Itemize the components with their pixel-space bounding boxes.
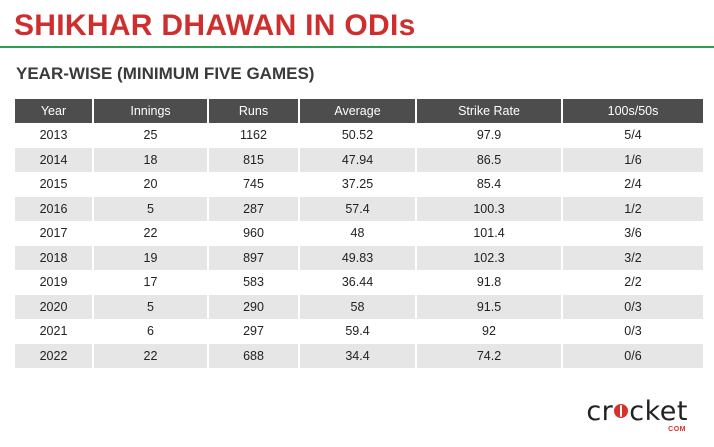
cell-strike-rate: 101.4	[417, 221, 561, 246]
cell-year: 2014	[15, 147, 92, 172]
cell-runs: 583	[209, 270, 298, 295]
table-row: 2019 17 583 36.44 91.8 2/2	[15, 270, 703, 295]
cell-innings: 18	[94, 147, 207, 172]
cell-hundreds-fifties: 3/6	[563, 221, 703, 246]
page-title: SHIKHAR DHAWAN IN ODIs	[14, 9, 416, 42]
cell-strike-rate: 91.5	[417, 294, 561, 319]
cell-innings: 25	[94, 123, 207, 148]
cell-average: 50.52	[300, 123, 415, 148]
table-row: 2013 25 1162 50.52 97.9 5/4	[15, 123, 703, 148]
cell-average: 59.4	[300, 319, 415, 344]
logo-domain: COM	[668, 426, 686, 433]
logo-text-start: cr	[586, 396, 614, 427]
cell-hundreds-fifties: 5/4	[563, 123, 703, 148]
logo-text-end: cket	[629, 396, 688, 427]
cell-runs: 290	[209, 294, 298, 319]
cell-runs: 745	[209, 172, 298, 197]
cell-innings: 22	[94, 343, 207, 368]
cell-year: 2019	[15, 270, 92, 295]
stats-table: Year Innings Runs Average Strike Rate 10…	[13, 99, 705, 368]
title-divider	[0, 46, 714, 48]
table-body: 2013 25 1162 50.52 97.9 5/4 2014 18 815 47.94 86.5…	[15, 123, 703, 368]
column-header-hundreds-fifties: 100s/50s	[563, 99, 703, 123]
column-header-year: Year	[15, 99, 92, 123]
cell-year: 2018	[15, 245, 92, 270]
cell-innings: 20	[94, 172, 207, 197]
header-row: Year Innings Runs Average Strike Rate 10…	[15, 99, 703, 123]
cell-average: 37.25	[300, 172, 415, 197]
table-row: 2014 18 815 47.94 86.5 1/6	[15, 147, 703, 172]
cell-hundreds-fifties: 1/2	[563, 196, 703, 221]
cell-hundreds-fifties: 3/2	[563, 245, 703, 270]
cell-strike-rate: 74.2	[417, 343, 561, 368]
cell-strike-rate: 92	[417, 319, 561, 344]
cell-year: 2016	[15, 196, 92, 221]
table-header: Year Innings Runs Average Strike Rate 10…	[15, 99, 703, 123]
cell-strike-rate: 97.9	[417, 123, 561, 148]
cell-hundreds-fifties: 2/2	[563, 270, 703, 295]
cell-year: 2020	[15, 294, 92, 319]
cell-innings: 6	[94, 319, 207, 344]
table-subtitle: YEAR-WISE (MINIMUM FIVE GAMES)	[16, 64, 315, 83]
cell-innings: 19	[94, 245, 207, 270]
cell-hundreds-fifties: 0/3	[563, 319, 703, 344]
table-row: 2018 19 897 49.83 102.3 3/2	[15, 245, 703, 270]
cell-average: 49.83	[300, 245, 415, 270]
cell-average: 58	[300, 294, 415, 319]
cricket-com-logo: cr cket	[586, 398, 688, 426]
cell-hundreds-fifties: 1/6	[563, 147, 703, 172]
cell-average: 47.94	[300, 147, 415, 172]
cell-average: 36.44	[300, 270, 415, 295]
cell-runs: 1162	[209, 123, 298, 148]
cell-runs: 287	[209, 196, 298, 221]
cell-runs: 960	[209, 221, 298, 246]
table-row: 2022 22 688 34.4 74.2 0/6	[15, 343, 703, 368]
cell-innings: 5	[94, 196, 207, 221]
column-header-runs: Runs	[209, 99, 298, 123]
table-row: 2017 22 960 48 101.4 3/6	[15, 221, 703, 246]
cell-year: 2017	[15, 221, 92, 246]
column-header-strike-rate: Strike Rate	[417, 99, 561, 123]
cricket-ball-icon	[614, 403, 629, 418]
cell-strike-rate: 86.5	[417, 147, 561, 172]
cell-year: 2022	[15, 343, 92, 368]
cell-innings: 22	[94, 221, 207, 246]
cell-innings: 5	[94, 294, 207, 319]
cell-runs: 897	[209, 245, 298, 270]
cell-innings: 17	[94, 270, 207, 295]
column-header-innings: Innings	[94, 99, 207, 123]
column-header-average: Average	[300, 99, 415, 123]
table-row: 2015 20 745 37.25 85.4 2/4	[15, 172, 703, 197]
cell-year: 2015	[15, 172, 92, 197]
cell-year: 2013	[15, 123, 92, 148]
cell-strike-rate: 85.4	[417, 172, 561, 197]
cell-hundreds-fifties: 0/3	[563, 294, 703, 319]
cell-strike-rate: 102.3	[417, 245, 561, 270]
cell-year: 2021	[15, 319, 92, 344]
cell-strike-rate: 100.3	[417, 196, 561, 221]
cell-runs: 815	[209, 147, 298, 172]
cell-average: 34.4	[300, 343, 415, 368]
cell-average: 57.4	[300, 196, 415, 221]
cell-strike-rate: 91.8	[417, 270, 561, 295]
cell-hundreds-fifties: 0/6	[563, 343, 703, 368]
table-row: 2020 5 290 58 91.5 0/3	[15, 294, 703, 319]
cell-runs: 688	[209, 343, 298, 368]
cell-average: 48	[300, 221, 415, 246]
table-row: 2016 5 287 57.4 100.3 1/2	[15, 196, 703, 221]
cell-hundreds-fifties: 2/4	[563, 172, 703, 197]
table-row: 2021 6 297 59.4 92 0/3	[15, 319, 703, 344]
cell-runs: 297	[209, 319, 298, 344]
